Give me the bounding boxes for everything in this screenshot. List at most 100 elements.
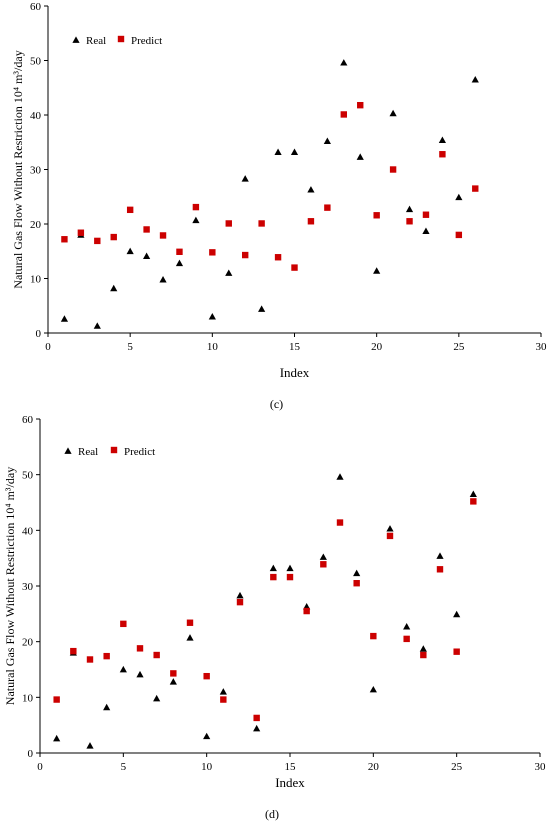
x-tick-label: 30 — [536, 341, 548, 353]
x-tick-label: 15 — [289, 341, 301, 353]
y-tick-label: 20 — [22, 637, 34, 649]
predict-data-point — [209, 249, 216, 256]
y-tick-label: 50 — [30, 56, 42, 68]
legend-real-marker — [72, 36, 80, 43]
real-data-point — [340, 59, 348, 66]
predict-data-point — [170, 670, 177, 677]
real-data-point — [336, 473, 344, 480]
predict-data-point — [220, 696, 227, 703]
predict-data-point — [186, 619, 194, 626]
predict-data-point — [353, 580, 360, 587]
y-tick-label: 30 — [30, 165, 42, 177]
real-data-point — [236, 591, 244, 599]
real-data-point — [386, 525, 394, 532]
predict-data-point — [389, 166, 397, 173]
predict-data-point — [274, 254, 282, 261]
predict-data-point — [439, 151, 446, 158]
real-data-point — [225, 269, 233, 276]
real-data-point — [269, 564, 277, 572]
legend: Real Predict — [64, 446, 155, 458]
predict-data-point — [225, 220, 232, 227]
predict-data-point — [420, 651, 427, 659]
y-tick-label: 40 — [30, 110, 42, 122]
predict-data-point — [70, 647, 77, 655]
legend-real-label: Real — [78, 446, 98, 458]
real-data-point — [143, 252, 151, 260]
x-tick-label: 5 — [127, 341, 133, 353]
x-tick-label: 15 — [285, 761, 297, 773]
real-data-point — [307, 186, 315, 193]
real-data-point — [389, 109, 397, 117]
predict-data-point — [270, 573, 277, 581]
real-data-point — [126, 247, 134, 255]
real-data-point — [471, 75, 479, 83]
predict-data-point — [203, 672, 210, 680]
y-tick-label: 50 — [22, 470, 34, 482]
predict-data-point — [406, 218, 413, 225]
real-data-point — [110, 284, 118, 292]
legend-predict-marker — [117, 35, 125, 43]
predict-data-point — [340, 111, 347, 118]
real-data-point — [241, 175, 249, 182]
real-data-point — [290, 148, 299, 155]
predict-data-point — [61, 236, 68, 243]
y-tick-label: 60 — [30, 1, 42, 13]
real-data-point — [93, 322, 101, 329]
x-tick-label: 20 — [368, 761, 380, 773]
real-data-point — [60, 315, 69, 322]
real-data-point — [153, 694, 161, 702]
predict-data-point — [110, 233, 117, 241]
predict-data-point — [153, 651, 160, 659]
y-tick-label: 10 — [22, 692, 34, 704]
predict-data-point — [176, 248, 183, 255]
real-data-point — [253, 724, 261, 732]
predict-data-point — [336, 519, 344, 526]
series-predict — [53, 498, 477, 722]
real-data-point — [274, 148, 282, 155]
real-data-point — [192, 216, 200, 224]
real-data-point — [323, 137, 331, 145]
real-data-point — [438, 136, 446, 143]
real-data-point — [53, 734, 61, 742]
real-data-point — [86, 742, 94, 749]
y-axis-label: Natural Gas Flow Without Restriction 10⁴… — [3, 467, 17, 705]
y-tick-label: 30 — [22, 581, 34, 593]
y-tick-label: 40 — [22, 525, 34, 537]
predict-data-point — [436, 566, 444, 573]
x-tick-label: 5 — [121, 761, 127, 773]
y-axis-label: Natural Gas Flow Without Restriction 10⁴… — [11, 50, 25, 288]
real-data-point — [455, 193, 463, 201]
y-tick-label: 0 — [28, 748, 34, 760]
predict-data-point — [403, 635, 410, 643]
x-tick-label: 30 — [535, 761, 547, 773]
real-data-point — [353, 569, 361, 577]
predict-data-point — [472, 185, 479, 192]
real-data-point — [175, 259, 184, 267]
predict-data-point — [470, 498, 477, 505]
real-data-point — [286, 564, 294, 572]
real-data-point — [219, 688, 227, 695]
real-data-point — [103, 703, 111, 711]
real-data-point — [419, 645, 427, 652]
predict-data-point — [253, 714, 260, 722]
real-data-point — [469, 490, 477, 498]
real-data-point — [203, 732, 211, 740]
real-data-point — [258, 305, 266, 312]
real-data-point — [405, 205, 414, 213]
predict-data-point — [320, 561, 327, 568]
predict-data-point — [53, 696, 60, 703]
x-tick-label: 25 — [451, 761, 463, 773]
predict-data-point — [324, 204, 331, 211]
predict-data-point — [120, 620, 127, 628]
y-tick-label: 60 — [22, 414, 34, 426]
x-tick-label: 0 — [37, 761, 43, 773]
x-tick-label: 20 — [371, 341, 383, 353]
predict-data-point — [386, 532, 394, 540]
legend: Real Predict — [72, 35, 162, 47]
predict-data-point — [370, 632, 377, 640]
real-data-point — [369, 685, 377, 693]
predict-data-point — [422, 211, 430, 218]
predict-data-point — [455, 231, 463, 239]
x-tick-label: 0 — [45, 341, 51, 353]
